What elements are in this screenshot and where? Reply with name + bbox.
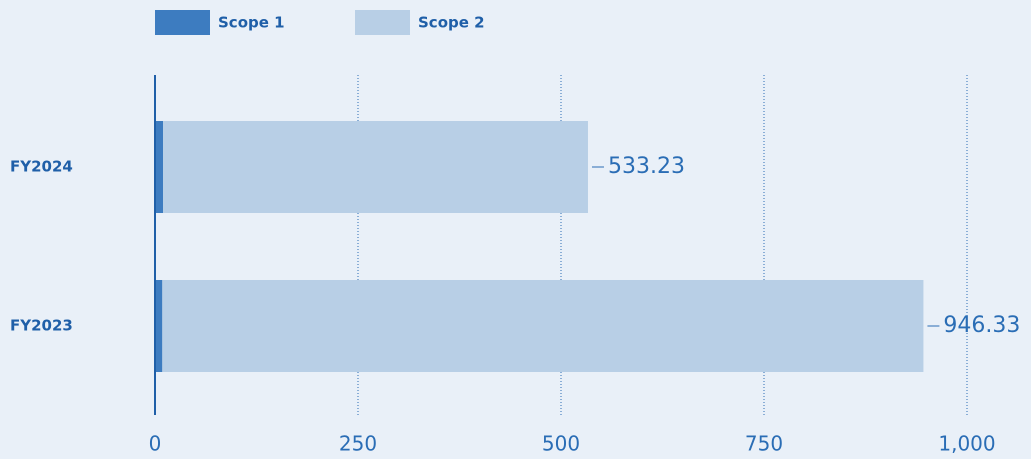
x-tick-label: 1,000 [938,432,995,456]
x-tick-label: 0 [149,432,162,456]
bar-segment [155,121,164,213]
bar-segment [162,280,924,372]
bar-segment [163,121,588,213]
legend-swatch [355,10,410,35]
x-tick-label: 750 [745,432,783,456]
x-tick-label: 500 [542,432,580,456]
total-label: 946.33 [943,313,1020,338]
category-label: FY2024 [10,158,73,176]
x-tick-label: 250 [339,432,377,456]
category-label: FY2023 [10,317,73,335]
legend-label: Scope 2 [418,14,485,32]
total-label: 533.23 [608,154,685,179]
legend-label: Scope 1 [218,14,285,32]
bar-segment [155,280,163,372]
legend-swatch [155,10,210,35]
